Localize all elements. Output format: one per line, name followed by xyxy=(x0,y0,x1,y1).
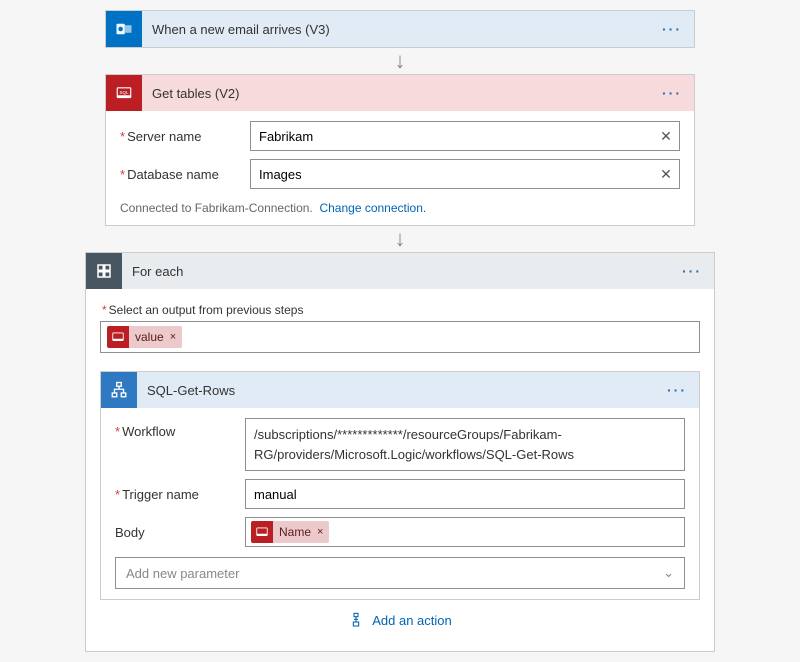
arrow-icon: ↓ xyxy=(10,50,790,72)
get-tables-menu[interactable]: ··· xyxy=(658,85,686,101)
foreach-title: For each xyxy=(122,264,678,279)
sql-icon: SQL xyxy=(106,75,142,111)
sql-icon xyxy=(251,521,273,543)
connected-name: Fabrikam-Connection. xyxy=(195,201,313,215)
server-name-input-wrap: ✕ xyxy=(250,121,680,151)
server-name-input[interactable] xyxy=(251,124,653,149)
nested-menu[interactable]: ··· xyxy=(663,382,691,398)
sql-icon xyxy=(107,326,129,348)
nested-title: SQL-Get-Rows xyxy=(137,383,663,398)
get-tables-header[interactable]: SQL Get tables (V2) ··· xyxy=(106,75,694,111)
token-label: Name xyxy=(273,521,317,543)
workflow-label: Workflow xyxy=(115,418,245,439)
workflow-icon xyxy=(101,372,137,408)
foreach-icon xyxy=(86,253,122,289)
trigger-title: When a new email arrives (V3) xyxy=(142,22,658,37)
trigger-name-input-wrap xyxy=(245,479,685,509)
foreach-card: For each ··· *Select an output from prev… xyxy=(85,252,715,652)
database-name-clear[interactable]: ✕ xyxy=(653,166,679,183)
add-parameter-dropdown[interactable]: Add new parameter ⌄ xyxy=(115,557,685,589)
connected-prefix: Connected to xyxy=(120,201,195,215)
outlook-icon xyxy=(106,11,142,47)
nested-header[interactable]: SQL-Get-Rows ··· xyxy=(101,372,699,408)
database-name-input-wrap: ✕ xyxy=(250,159,680,189)
workflow-input[interactable]: /subscriptions/*************/resourceGro… xyxy=(245,418,685,471)
connection-info: Connected to Fabrikam-Connection. Change… xyxy=(106,199,694,225)
token-value[interactable]: value × xyxy=(107,326,182,348)
body-label: Body xyxy=(115,525,245,540)
add-action-button[interactable]: Add an action xyxy=(348,612,452,628)
foreach-select-input[interactable]: value × xyxy=(100,321,700,353)
get-tables-title: Get tables (V2) xyxy=(142,86,658,101)
arrow-icon: ↓ xyxy=(10,228,790,250)
svg-text:SQL: SQL xyxy=(119,90,129,95)
database-name-input[interactable] xyxy=(251,162,653,187)
trigger-header[interactable]: When a new email arrives (V3) ··· xyxy=(106,11,694,47)
server-name-clear[interactable]: ✕ xyxy=(653,128,679,145)
trigger-name-input[interactable] xyxy=(246,482,684,507)
trigger-menu[interactable]: ··· xyxy=(658,21,686,37)
token-remove[interactable]: × xyxy=(317,521,329,543)
chevron-down-icon: ⌄ xyxy=(663,565,674,581)
body-input[interactable]: Name × xyxy=(245,517,685,547)
add-action-label: Add an action xyxy=(372,613,452,628)
token-name[interactable]: Name × xyxy=(251,521,329,543)
nested-action-card: SQL-Get-Rows ··· Workflow /subscriptions… xyxy=(100,371,700,600)
add-action-icon xyxy=(348,612,364,628)
foreach-select-label: *Select an output from previous steps xyxy=(102,303,700,317)
add-parameter-placeholder: Add new parameter xyxy=(126,566,239,581)
foreach-header[interactable]: For each ··· xyxy=(86,253,714,289)
server-name-label: Server name xyxy=(120,129,250,144)
token-label: value xyxy=(129,326,170,348)
change-connection-link[interactable]: Change connection. xyxy=(319,201,426,215)
trigger-name-label: Trigger name xyxy=(115,487,245,502)
database-name-label: Database name xyxy=(120,167,250,182)
trigger-card: When a new email arrives (V3) ··· xyxy=(105,10,695,48)
token-remove[interactable]: × xyxy=(170,326,182,348)
get-tables-card: SQL Get tables (V2) ··· Server name ✕ Da… xyxy=(105,74,695,226)
foreach-menu[interactable]: ··· xyxy=(678,263,706,279)
